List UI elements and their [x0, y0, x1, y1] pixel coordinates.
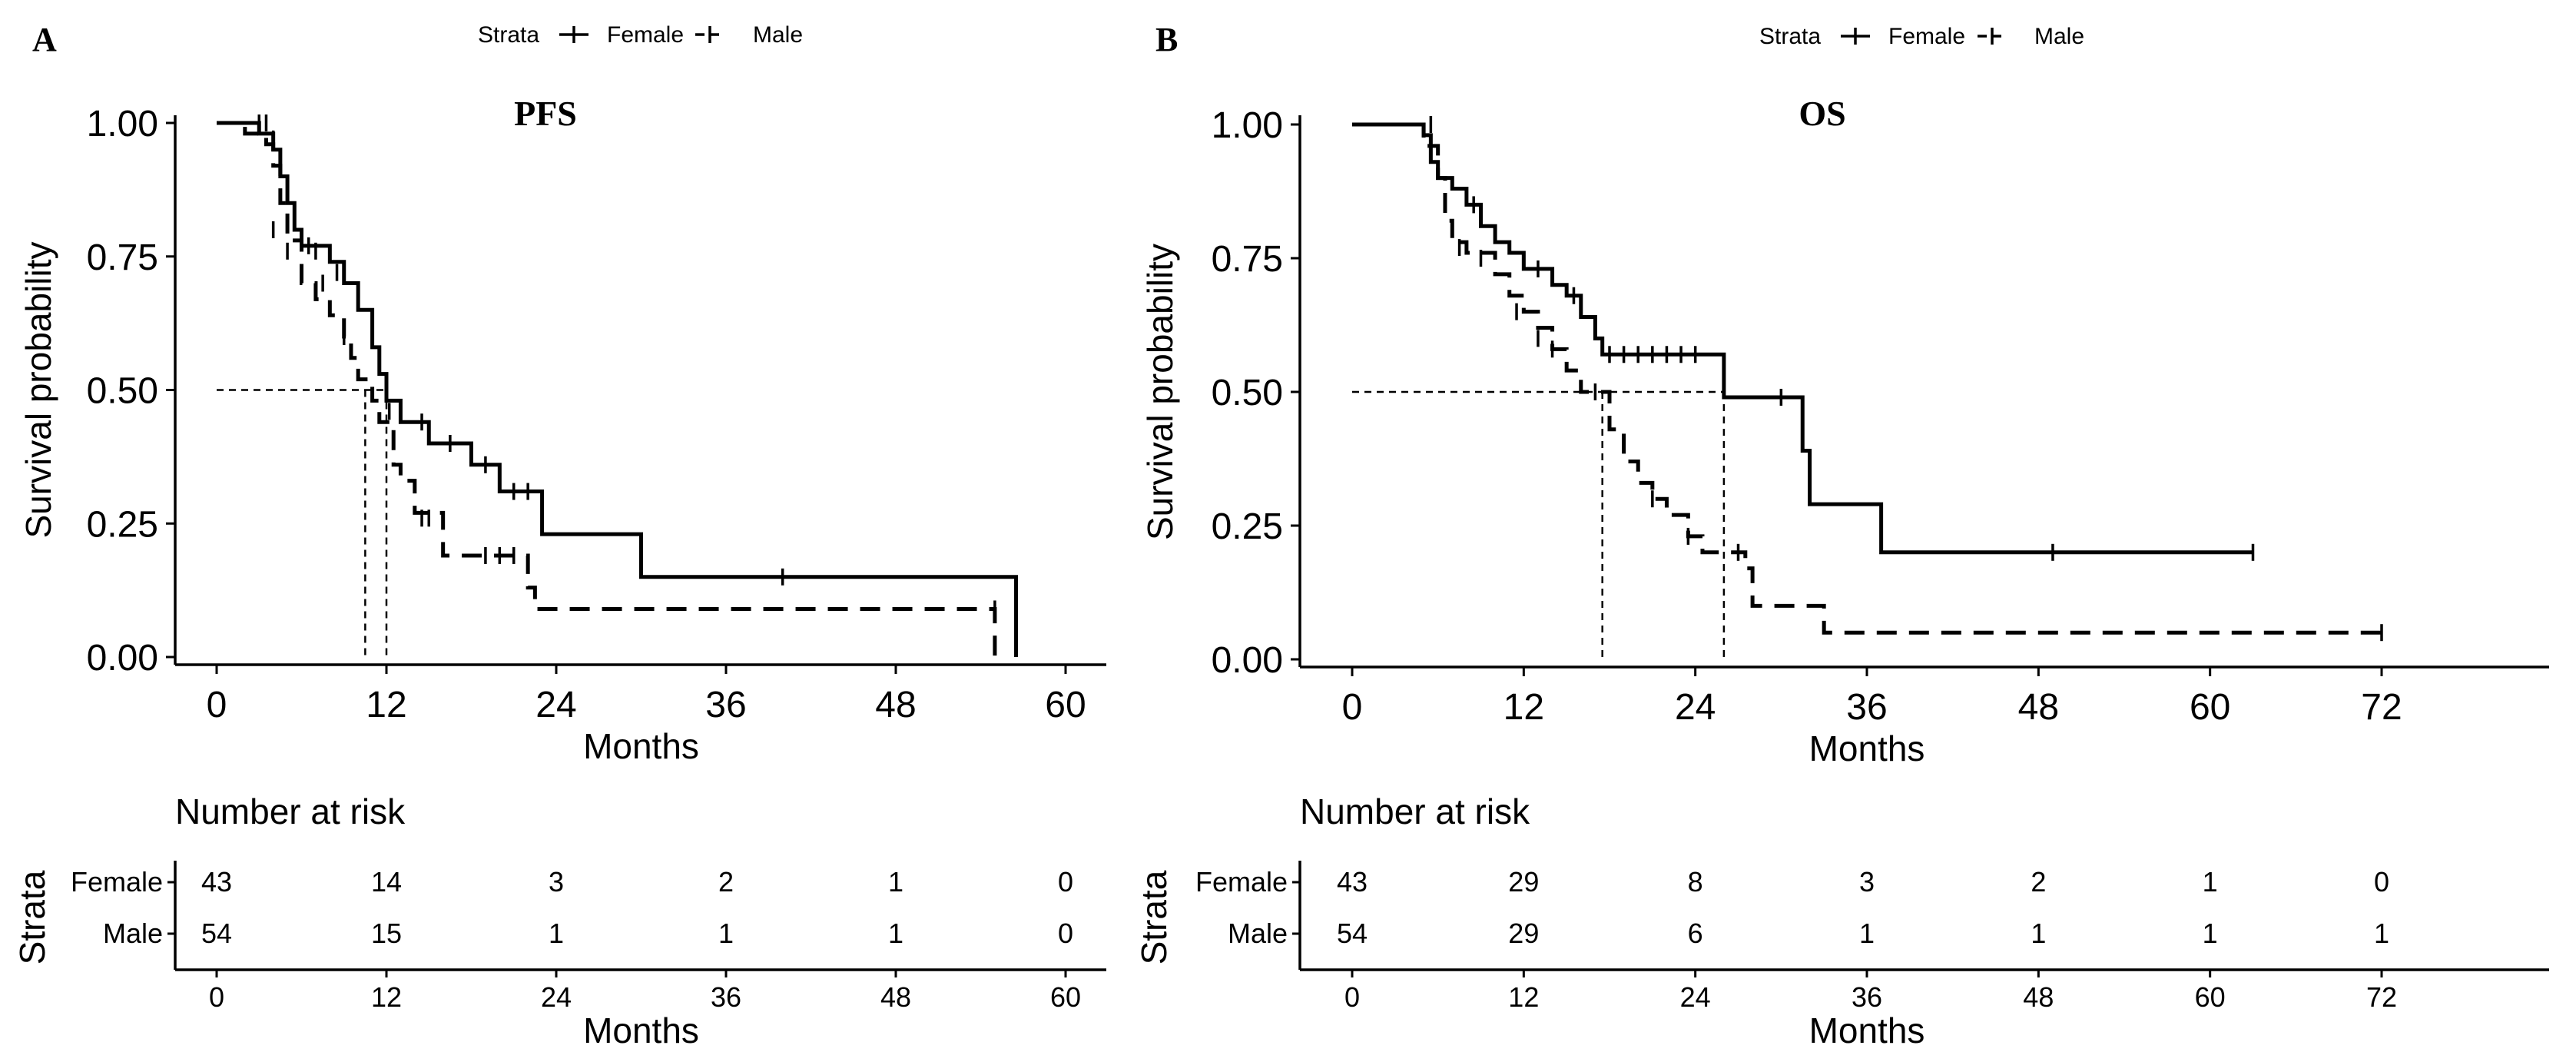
x-tick-label: 0: [1342, 687, 1363, 728]
risk-count: 2: [2031, 866, 2046, 898]
risk-count: 15: [371, 918, 402, 949]
y-tick-label: 0.50: [87, 371, 158, 412]
risk-count: 54: [201, 918, 232, 949]
risk-count: 2: [718, 866, 734, 898]
risk-count: 0: [1058, 918, 1073, 949]
x-tick-label: 36: [1846, 687, 1887, 728]
risk-count: 1: [2374, 918, 2389, 949]
risk-x-tick-label: 0: [1344, 981, 1360, 1013]
survival-curve-female: [217, 121, 1019, 657]
risk-x-tick-label: 12: [371, 981, 402, 1013]
risk-count: 54: [1337, 918, 1368, 949]
risk-count: 43: [201, 866, 232, 898]
risk-count: 1: [1859, 918, 1875, 949]
risk-count: 1: [549, 918, 564, 949]
risk-x-tick-label: 48: [880, 981, 911, 1013]
y-tick-label: 0.00: [1212, 640, 1283, 681]
risk-count: 1: [2031, 918, 2046, 949]
risk-x-tick-label: 60: [1050, 981, 1081, 1013]
panel-label-b: B: [1155, 21, 1178, 58]
y-axis-label: Survival probability: [18, 241, 58, 538]
risk-x-tick-label: 36: [1852, 981, 1882, 1013]
risk-x-tick-label: 72: [2366, 981, 2397, 1013]
risk-row-label: Male: [103, 918, 163, 949]
x-tick-label: 12: [1503, 687, 1544, 728]
y-tick-label: 0.25: [87, 504, 158, 545]
risk-x-axis-label: Months: [583, 1011, 699, 1050]
legend-female-label: Female: [607, 22, 684, 48]
risk-x-tick-label: 0: [209, 981, 224, 1013]
risk-x-tick-label: 24: [1680, 981, 1711, 1013]
risk-x-tick-label: 12: [1508, 981, 1539, 1013]
risk-count: 1: [2203, 866, 2218, 898]
risk-count: 8: [1688, 866, 1703, 898]
y-tick-label: 0.75: [87, 237, 158, 278]
risk-row-label: Male: [1228, 918, 1288, 949]
x-tick-label: 0: [207, 685, 227, 725]
plot-pfs: 0.00 0.25 0.50 0.75 1.00 0 12 24 36 48 60 Months Sur…: [18, 104, 1106, 766]
risk-count: 6: [1688, 918, 1703, 949]
legend-female-label: Female: [1888, 24, 1965, 49]
risk-count: 43: [1337, 866, 1368, 898]
risk-table-pfs: Number at risk Female 43 14 3 2 1 0 Male 54 15 1 1 1 0…: [12, 792, 1106, 1050]
x-axis-label: Months: [583, 726, 699, 766]
y-tick-label: 1.00: [1212, 105, 1283, 146]
risk-strata-label: Strata: [12, 870, 52, 964]
x-tick-label: 36: [705, 685, 746, 725]
x-tick-label: 24: [535, 685, 576, 725]
x-tick-label: 60: [1045, 685, 1086, 725]
legend-male-label: Male: [753, 22, 803, 48]
risk-count: 14: [371, 866, 402, 898]
y-axis-label: Survival probability: [1140, 244, 1180, 540]
risk-x-axis-label: Months: [1809, 1011, 1925, 1050]
x-axis-label: Months: [1809, 728, 1925, 768]
legend-male-label: Male: [2034, 24, 2084, 49]
risk-row-label: Female: [1195, 866, 1288, 898]
risk-count: 1: [888, 918, 903, 949]
x-tick-label: 48: [2018, 687, 2059, 728]
risk-table-title: Number at risk: [175, 792, 406, 831]
risk-table-title: Number at risk: [1300, 792, 1530, 831]
x-tick-label: 24: [1675, 687, 1716, 728]
survival-curve-male: [1352, 122, 2382, 635]
legend-title: Strata: [1759, 24, 1821, 49]
x-tick-label: 60: [2190, 687, 2230, 728]
risk-count: 3: [549, 866, 564, 898]
y-tick-label: 0.25: [1212, 506, 1283, 547]
y-tick-label: 0.00: [87, 638, 158, 679]
risk-count: 1: [2203, 918, 2218, 949]
risk-x-tick-label: 24: [541, 981, 572, 1013]
survival-curve-male: [217, 121, 997, 657]
chart-title-pfs: PFS: [514, 94, 577, 133]
risk-table-os: Number at risk Female 43 29 8 3 2 1 0 Male 54 29 6 1 1…: [1134, 792, 2549, 1050]
legend-title: Strata: [478, 22, 539, 48]
y-tick-label: 0.50: [1212, 373, 1283, 413]
risk-count: 29: [1508, 918, 1539, 949]
legend-b: Strata Female Male: [1759, 24, 2084, 49]
risk-count: 1: [888, 866, 903, 898]
chart-title-os: OS: [1799, 94, 1845, 133]
legend-a: Strata Female Male: [478, 22, 803, 48]
y-tick-label: 0.75: [1212, 239, 1283, 280]
x-tick-label: 12: [366, 685, 406, 725]
plot-os: 0.00 0.25 0.50 0.75 1.00 0 12 24 36 48 60 72 Months S…: [1140, 105, 2549, 768]
risk-x-tick-label: 36: [711, 981, 741, 1013]
survival-curve-female: [1352, 122, 2253, 555]
risk-count: 0: [2374, 866, 2389, 898]
panel-label-a: A: [32, 21, 57, 58]
y-tick-label: 1.00: [87, 104, 158, 144]
x-tick-label: 48: [875, 685, 916, 725]
risk-strata-label: Strata: [1134, 870, 1174, 964]
risk-count: 29: [1508, 866, 1539, 898]
risk-x-tick-label: 60: [2195, 981, 2226, 1013]
risk-count: 3: [1859, 866, 1875, 898]
risk-row-label: Female: [71, 866, 163, 898]
risk-x-tick-label: 48: [2023, 981, 2054, 1013]
risk-count: 0: [1058, 866, 1073, 898]
x-tick-label: 72: [2361, 687, 2402, 728]
risk-count: 1: [718, 918, 734, 949]
